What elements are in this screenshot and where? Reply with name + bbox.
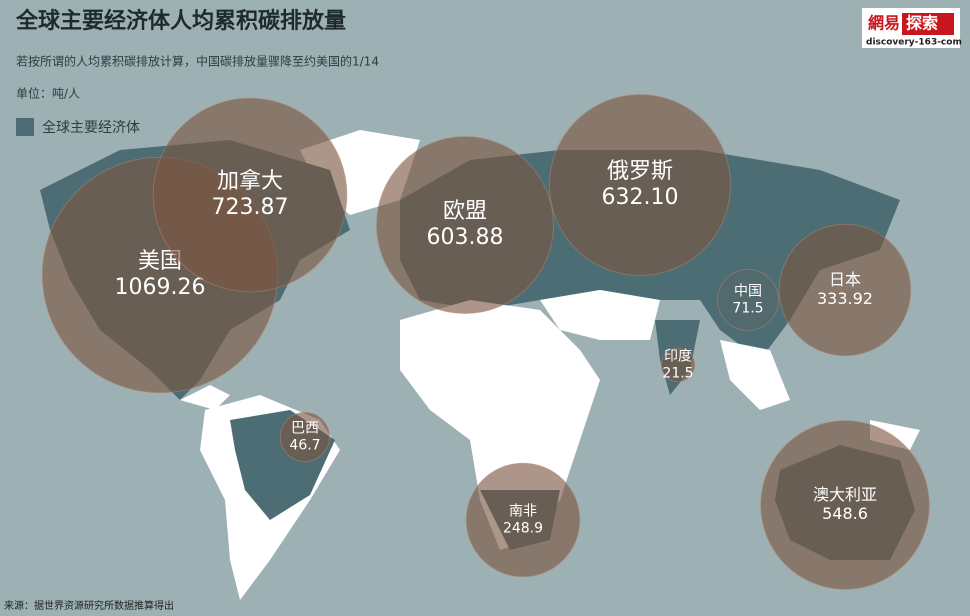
- bubble-value: 333.92: [817, 289, 873, 308]
- logo-highlight: 探索: [906, 14, 938, 33]
- logo-brand: 網易: [868, 14, 900, 33]
- subtitle: 若按所谓的人均累积碳排放计算，中国碳排放量骤降至约美国的1/14: [16, 54, 379, 69]
- logo-site: discovery-163-com: [866, 38, 962, 48]
- bubble-name: 加拿大: [217, 168, 283, 194]
- land: [180, 385, 230, 410]
- bubble: [660, 347, 696, 383]
- bubble: [376, 136, 554, 314]
- bubble-name: 俄罗斯: [607, 159, 673, 184]
- bubble-value: 71.5: [732, 300, 763, 316]
- bubble-value: 548.6: [822, 504, 868, 523]
- bubble-name: 南非: [509, 504, 537, 520]
- bubble-value: 46.7: [289, 437, 320, 453]
- bubble: [152, 97, 348, 293]
- bubble: [778, 223, 912, 357]
- land: [720, 340, 790, 410]
- bubble-name: 澳大利亚: [813, 485, 877, 504]
- legend-swatch: [16, 118, 34, 136]
- bubble: [717, 269, 779, 331]
- bubble: [279, 411, 331, 463]
- bubble: [548, 93, 732, 277]
- source: 来源：据世界资源研究所数据推算得出: [4, 599, 174, 612]
- logo-highlight-bg: [902, 13, 954, 35]
- bubble-name: 印度: [664, 349, 692, 365]
- bubble-name: 日本: [829, 270, 861, 289]
- land: [540, 290, 660, 340]
- bubble-name: 巴西: [291, 421, 319, 437]
- bubble-value: 603.88: [427, 225, 504, 250]
- bubble-value: 632.10: [602, 185, 679, 210]
- bubble-name: 中国: [734, 284, 762, 300]
- bubble-value: 1069.26: [115, 275, 206, 300]
- bubble-value: 21.5: [662, 365, 693, 381]
- legend-label: 全球主要经济体: [42, 119, 140, 136]
- bubble-value: 248.9: [503, 520, 543, 536]
- bubble: [760, 420, 930, 590]
- title: 全球主要经济体人均累积碳排放量: [15, 8, 346, 34]
- bubble-value: 723.87: [212, 195, 289, 220]
- unit: 单位：吨/人: [16, 86, 80, 101]
- bubble-name: 欧盟: [443, 199, 487, 224]
- bubble: [465, 462, 581, 578]
